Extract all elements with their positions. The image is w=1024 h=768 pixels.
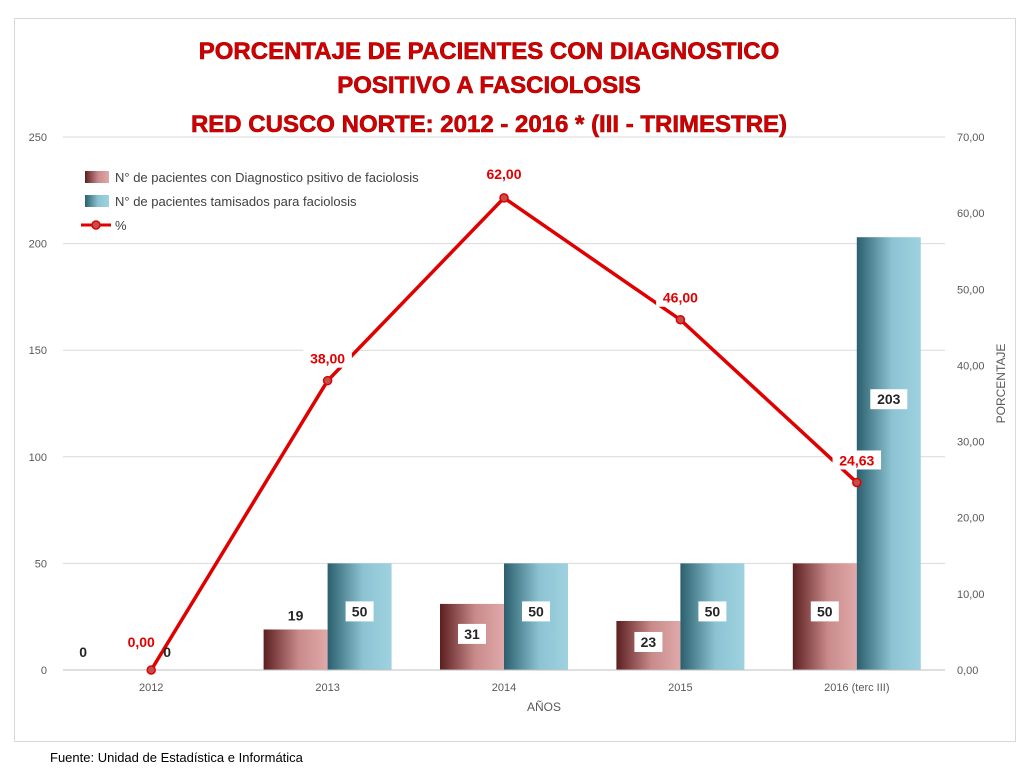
y-tick-label: 250 (29, 132, 47, 144)
data-labels: 0 0 19 50 31 50 23 50 50 203 0,00 38,00 62,00 46,00 24… (79, 163, 908, 660)
bar-label-text: 50 (352, 603, 368, 619)
bar-label-box (522, 601, 550, 622)
percentage-label-text: 46,00 (663, 290, 698, 306)
bar-label-box (698, 601, 727, 622)
axes: 0 50 100 150 200 250 0,00 10,00 20,00 30,00 40,00 5… (29, 132, 1008, 714)
y2-tick-label: 20,00 (957, 513, 985, 525)
percentage-point (852, 477, 862, 488)
percentage-label-box (121, 632, 162, 651)
bar-label-diagnosed: 0 (79, 644, 87, 660)
bar-label-box (810, 601, 839, 622)
chart-title: PORCENTAJE DE PACIENTES CON DIAGNOSTICO P… (191, 38, 788, 139)
bar-label-box (634, 631, 663, 652)
x-axis-title: AÑOS (527, 700, 561, 714)
bar-label-diagnosed: 19 (281, 605, 310, 626)
y-tick-label: 50 (35, 558, 47, 570)
bar-label-diagnosed: 50 (810, 601, 839, 622)
bar-label-text: 19 (288, 607, 304, 623)
chart-title-line: RED CUSCO NORTE: 2012 - 2016 * (III - TR… (191, 111, 787, 138)
x-tick-label: 2012 (139, 682, 163, 694)
percentage-label-text: 0,00 (128, 634, 155, 650)
y2-tick-label: 40,00 (957, 360, 985, 372)
percentage-label-box (656, 287, 705, 307)
legend-swatch (85, 171, 109, 183)
y-tick-label: 200 (29, 239, 47, 251)
percentage-label-text: 62,00 (486, 166, 521, 182)
bar-label-text: 31 (464, 626, 480, 642)
legend: N° de pacientes con Diagnostico psitivo … (81, 170, 419, 233)
y2-tick-label: 50,00 (957, 284, 985, 296)
chart-svg: 0 50 100 150 200 250 0,00 10,00 20,00 30,00 40,00 5… (29, 38, 1008, 714)
bar-label-text: 0 (163, 644, 171, 660)
y2-tick-label: 30,00 (957, 437, 985, 449)
legend-label: N° de pacientes tamisados para faciolosi… (115, 194, 357, 209)
x-tick-label: 2013 (315, 682, 339, 694)
percentage-label: 62,00 (479, 163, 529, 183)
percentage-point (675, 314, 686, 325)
x-tick-label: 2016 (terc III) (824, 682, 889, 694)
y2-tick-label: 10,00 (957, 589, 985, 601)
bar-label-screened: 50 (345, 601, 374, 622)
bar-label-text: 23 (641, 634, 657, 650)
bar-label-screened: 50 (698, 601, 727, 622)
bar-label-text: 50 (817, 603, 833, 619)
x-tick-label: 2015 (668, 682, 692, 694)
source-note: Fuente: Unidad de Estadística e Informát… (50, 750, 303, 765)
y2-axis-title: PORCENTAJE (994, 344, 1008, 424)
chart-title-line: PORCENTAJE DE PACIENTES CON DIAGNOSTICO (199, 38, 780, 65)
y-tick-label: 100 (29, 452, 47, 464)
bars (263, 237, 921, 671)
bar-diagnosed (263, 629, 328, 670)
bar-label-box (345, 601, 374, 622)
legend-swatch (85, 195, 109, 207)
legend-marker (91, 220, 101, 230)
bar-label-box (870, 389, 908, 410)
percentage-point (322, 375, 333, 386)
percentage-point (499, 193, 509, 203)
bar-label-text: 50 (528, 603, 544, 619)
y2-tick-label: 60,00 (957, 208, 985, 220)
bar-label-diagnosed: 23 (634, 631, 663, 652)
percentage-label-text: 24,63 (839, 452, 874, 468)
bar-label-text: 203 (877, 391, 901, 407)
bar-label-diagnosed: 31 (458, 623, 486, 644)
y-tick-label: 150 (29, 345, 47, 357)
percentage-line (146, 193, 862, 675)
y2-tick-label: 0,00 (957, 665, 978, 677)
legend-label: % (115, 218, 127, 233)
bar-label-text: 0 (79, 644, 87, 660)
bar-label-screened: 0 (163, 644, 171, 660)
y-tick-label: 0 (41, 665, 47, 677)
chart-title-line: POSITIVO A FASCIOLOSIS (337, 72, 641, 99)
y2-tick-label: 70,00 (957, 132, 985, 144)
percentage-label-box (303, 348, 352, 368)
percentage-label-box (479, 163, 529, 183)
bar-label-screened: 203 (870, 389, 908, 410)
legend-label: N° de pacientes con Diagnostico psitivo … (115, 170, 419, 185)
chart-frame: 0 50 100 150 200 250 0,00 10,00 20,00 30,00 40,00 5… (14, 18, 1016, 742)
percentage-label: 46,00 (656, 287, 705, 307)
x-tick-label: 2014 (492, 682, 516, 694)
bar-label-text: 50 (705, 603, 721, 619)
percentage-label: 24,63 (832, 450, 882, 470)
percentage-label: 38,00 (303, 348, 352, 368)
bar-label-box (281, 605, 310, 626)
bar-label-box (458, 623, 486, 644)
percentage-label-text: 38,00 (310, 351, 345, 367)
percentage-point (146, 665, 156, 675)
percentage-label: 0,00 (121, 632, 162, 651)
bar-label-screened: 50 (522, 601, 550, 622)
percentage-label-box (832, 450, 882, 470)
